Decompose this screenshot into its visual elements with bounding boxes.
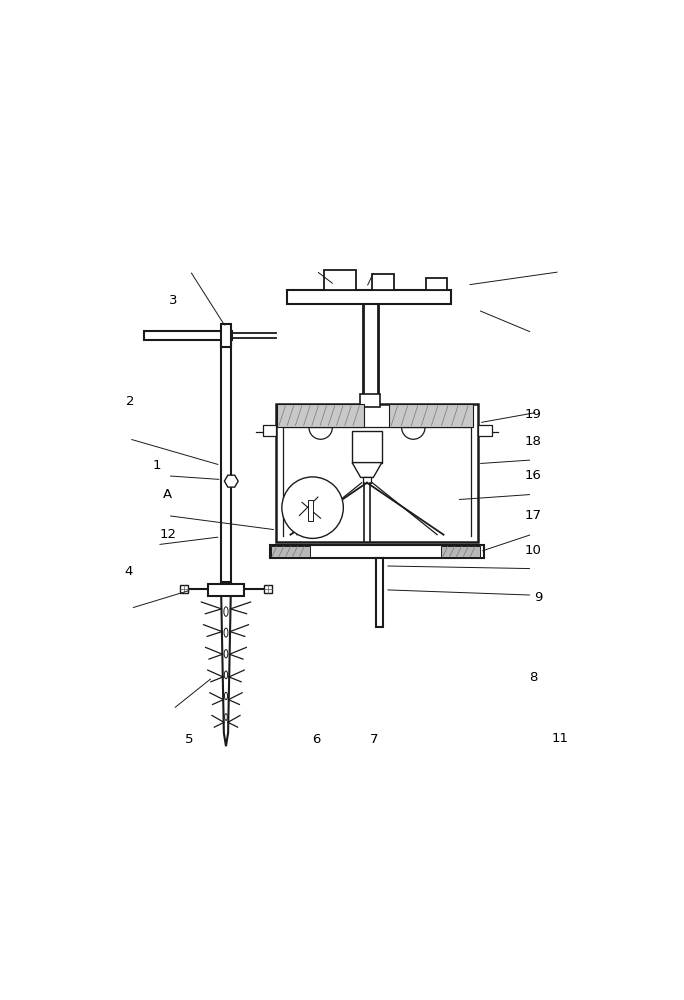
- Polygon shape: [308, 500, 313, 521]
- Text: 8: 8: [529, 671, 538, 684]
- Text: 16: 16: [525, 469, 542, 482]
- Ellipse shape: [224, 671, 228, 679]
- Polygon shape: [324, 270, 356, 290]
- Text: 19: 19: [525, 408, 542, 421]
- Polygon shape: [287, 290, 451, 304]
- Circle shape: [282, 477, 343, 538]
- Polygon shape: [144, 331, 233, 340]
- Polygon shape: [352, 431, 382, 463]
- Polygon shape: [441, 546, 480, 557]
- Text: 5: 5: [185, 733, 193, 746]
- Polygon shape: [276, 404, 477, 542]
- Text: 6: 6: [312, 733, 320, 746]
- Text: A: A: [163, 488, 172, 501]
- Polygon shape: [271, 546, 310, 557]
- Ellipse shape: [224, 628, 228, 637]
- Polygon shape: [352, 463, 382, 477]
- Text: 1: 1: [153, 459, 161, 472]
- Text: 11: 11: [551, 732, 568, 745]
- Polygon shape: [221, 335, 231, 582]
- Wedge shape: [309, 428, 332, 439]
- Text: 2: 2: [127, 395, 135, 408]
- Ellipse shape: [224, 692, 228, 700]
- Text: 17: 17: [525, 509, 542, 522]
- Text: 7: 7: [370, 733, 379, 746]
- Polygon shape: [278, 404, 364, 427]
- Polygon shape: [221, 324, 231, 347]
- Polygon shape: [360, 394, 380, 407]
- Polygon shape: [221, 596, 231, 746]
- Text: 10: 10: [525, 544, 542, 557]
- Wedge shape: [402, 428, 425, 439]
- Ellipse shape: [224, 607, 228, 616]
- Polygon shape: [426, 278, 447, 290]
- Text: 12: 12: [159, 528, 176, 541]
- Polygon shape: [270, 545, 484, 558]
- Polygon shape: [264, 585, 272, 593]
- Polygon shape: [477, 425, 492, 436]
- Polygon shape: [224, 475, 238, 487]
- Ellipse shape: [224, 650, 228, 658]
- Text: 4: 4: [124, 565, 133, 578]
- Ellipse shape: [224, 714, 227, 720]
- Polygon shape: [180, 585, 188, 593]
- Text: 18: 18: [525, 435, 542, 448]
- Text: 9: 9: [535, 591, 543, 604]
- Polygon shape: [263, 425, 276, 436]
- Text: 3: 3: [169, 294, 177, 307]
- Polygon shape: [376, 558, 383, 627]
- Polygon shape: [208, 584, 244, 596]
- Polygon shape: [389, 404, 473, 427]
- Polygon shape: [372, 274, 394, 290]
- Polygon shape: [363, 477, 371, 483]
